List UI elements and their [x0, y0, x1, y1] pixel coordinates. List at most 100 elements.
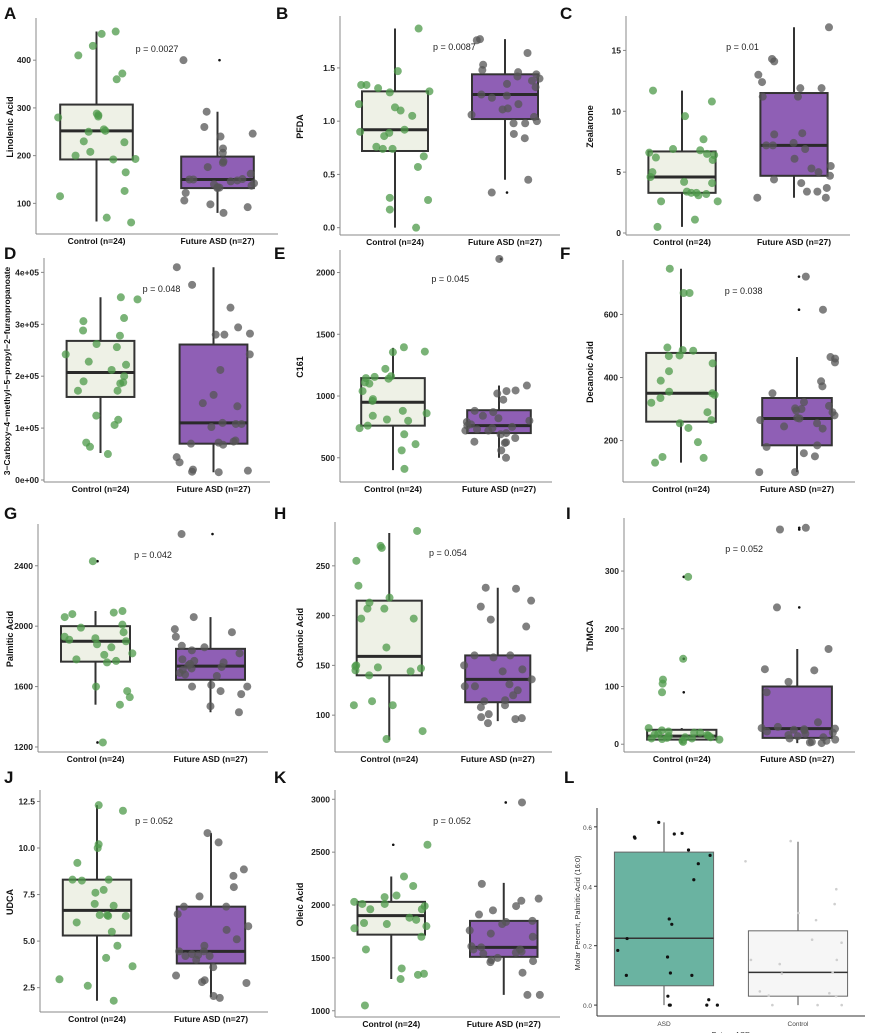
data-point [227, 628, 236, 637]
data-point [100, 650, 109, 659]
data-point [218, 158, 227, 167]
x-category-label: Control (n=24) [72, 484, 130, 494]
data-point [360, 1001, 369, 1010]
data-point [828, 728, 837, 737]
data-point [110, 420, 119, 429]
data-point [477, 713, 486, 722]
data-point [409, 614, 418, 623]
data-point [518, 665, 527, 674]
data-point [713, 197, 722, 206]
data-point [217, 662, 226, 671]
data-point [710, 390, 719, 399]
data-point [173, 910, 182, 919]
y-axis-title: Zealarone [585, 105, 595, 148]
data-point [473, 425, 482, 434]
data-point [171, 632, 180, 641]
data-point [771, 1003, 774, 1007]
data-point [767, 994, 770, 997]
data-point [791, 468, 800, 477]
data-point [758, 990, 762, 993]
data-point [708, 155, 717, 164]
data-point [354, 100, 363, 109]
panel-h: H 100 150 200 250 Octanoic Acid Control (n=24… [274, 500, 580, 764]
data-point [248, 129, 257, 138]
y-tick-label: 1000 [316, 391, 335, 401]
y-axis-title: Oleic Acid [295, 883, 305, 927]
panel-letter: A [4, 4, 17, 23]
data-point [679, 737, 688, 746]
data-point [813, 718, 822, 727]
panel-letter: G [4, 504, 18, 523]
data-point [670, 922, 674, 926]
data-point [651, 153, 660, 162]
data-point [810, 666, 819, 675]
data-point [68, 610, 77, 619]
data-point [122, 637, 131, 646]
data-point [534, 894, 543, 903]
data-point [109, 996, 118, 1005]
y-tick-label: 200 [605, 624, 619, 634]
data-point [801, 145, 810, 154]
data-point [665, 387, 674, 396]
data-point [675, 351, 684, 360]
data-point [187, 664, 196, 673]
data-point [647, 734, 656, 743]
data-point [840, 941, 843, 945]
data-point [200, 123, 209, 131]
data-point [651, 458, 660, 467]
y-tick-label: 10 [612, 106, 622, 116]
data-point [814, 168, 823, 177]
data-point [793, 732, 802, 741]
data-point [118, 69, 127, 78]
data-point [234, 323, 243, 332]
data-point [368, 411, 377, 420]
data-point [404, 416, 413, 425]
data-point [749, 958, 753, 962]
data-point [690, 973, 694, 977]
data-point [681, 112, 690, 121]
data-point [209, 992, 218, 1001]
data-point [189, 613, 198, 622]
data-point [483, 719, 492, 728]
data-point [243, 466, 252, 475]
data-point [116, 293, 125, 302]
data-point [667, 1003, 671, 1007]
data-point [172, 971, 181, 980]
data-point [487, 188, 496, 197]
data-point [703, 149, 712, 158]
data-point [801, 523, 810, 532]
data-point [513, 72, 522, 81]
data-point [511, 948, 520, 957]
data-point [60, 613, 69, 622]
data-point [361, 945, 370, 954]
data-point [123, 687, 132, 696]
y-axis-title: UDCA [5, 889, 15, 915]
data-point [686, 848, 691, 852]
p-value-label: p = 0.052 [433, 816, 471, 826]
data-point [119, 628, 128, 637]
data-point [400, 464, 409, 473]
data-point [380, 893, 389, 902]
p-value-label: p = 0.01 [726, 42, 759, 52]
y-tick-label: 5 [616, 167, 621, 177]
data-point [111, 27, 120, 36]
data-point [831, 971, 834, 974]
data-point [73, 858, 82, 867]
data-point [762, 141, 771, 150]
y-tick-label: 0.4 [583, 884, 592, 891]
data-point [425, 87, 434, 96]
data-point [833, 902, 836, 906]
data-point [93, 640, 102, 649]
boxplot-pfda: 0.0 0.5 1.0 1.5 PFDA Control (n=24) Future ASD… [295, 16, 560, 247]
data-point [55, 975, 64, 984]
data-point [775, 525, 784, 534]
data-point [461, 426, 470, 435]
data-point [198, 399, 207, 408]
y-tick-label: 0.0 [583, 1003, 592, 1010]
data-point [127, 218, 136, 227]
data-point [244, 922, 253, 931]
data-point [79, 317, 88, 326]
data-point [380, 604, 389, 613]
data-point [755, 468, 764, 477]
data-point [405, 913, 414, 922]
